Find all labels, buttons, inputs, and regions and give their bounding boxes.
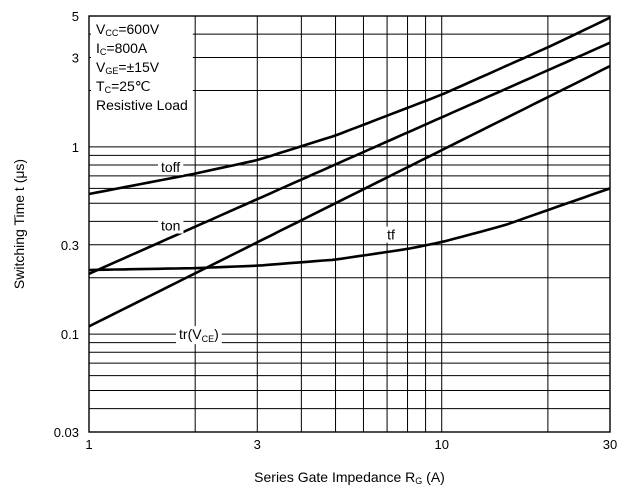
series-label-bg xyxy=(384,226,398,243)
series-label-tf: tf xyxy=(384,226,398,243)
y-tick-label: 0.03 xyxy=(54,425,79,440)
tick-labels: 1 3 10 30 0.03 0.1 0.3 1 3 5 xyxy=(54,9,618,452)
series-label-text: ton xyxy=(161,218,180,234)
y-tick-label: 3 xyxy=(72,51,79,66)
series-label-ton: ton xyxy=(157,217,184,234)
series-label-text: tf xyxy=(387,227,395,243)
conditions-bg xyxy=(91,19,193,118)
series-label-bg xyxy=(176,326,222,345)
condition-line: TC=25℃ xyxy=(96,78,151,95)
x-tick-label: 10 xyxy=(434,437,448,452)
y-axis-title: Switching Time t (μs) xyxy=(11,159,27,289)
series-labels: toff ton tf tr(VCE) xyxy=(157,159,398,345)
series-label-text: toff xyxy=(161,159,180,175)
series-label-bg xyxy=(157,159,184,176)
series-label-toff: toff xyxy=(157,159,184,176)
x-axis-title: Series Gate Impedance RG (A) xyxy=(254,469,445,486)
y-tick-label: 5 xyxy=(72,9,79,24)
series-line-toff xyxy=(88,16,611,196)
series-lines xyxy=(88,16,611,328)
condition-line: IC=800A xyxy=(96,40,148,57)
y-tick-label: 0.1 xyxy=(61,327,79,342)
series-label-bg xyxy=(157,217,184,234)
x-tick-label: 30 xyxy=(603,437,617,452)
condition-line: Resistive Load xyxy=(96,97,188,113)
y-tick-label: 0.3 xyxy=(61,238,79,253)
series-line-ton xyxy=(88,41,611,275)
x-tick-label: 3 xyxy=(254,437,261,452)
series-label-tr: tr(VCE) xyxy=(176,326,222,345)
series-line-trvce xyxy=(88,187,611,272)
series-line-tf xyxy=(88,64,611,328)
x-tick-label: 1 xyxy=(85,437,92,452)
plot-frame xyxy=(88,15,611,433)
y-tick-label: 1 xyxy=(72,140,79,155)
